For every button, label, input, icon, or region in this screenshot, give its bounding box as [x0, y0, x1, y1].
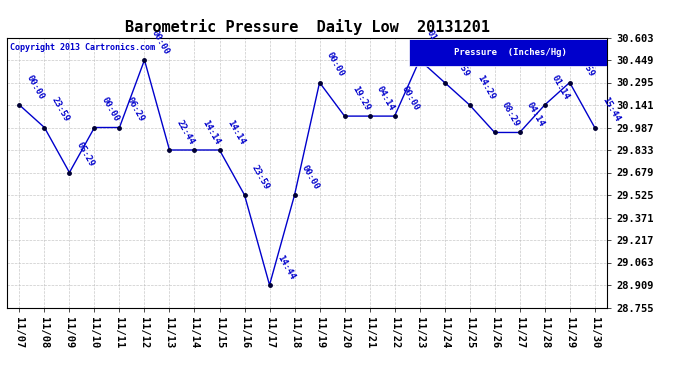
Text: 00:00: 00:00	[400, 84, 422, 112]
FancyBboxPatch shape	[409, 39, 607, 66]
Text: Copyright 2013 Cartronics.com: Copyright 2013 Cartronics.com	[10, 43, 155, 52]
Text: 00:00: 00:00	[25, 73, 46, 101]
Text: 23:59: 23:59	[50, 96, 71, 123]
Text: 14:14: 14:14	[225, 118, 246, 146]
Text: 01:14: 01:14	[550, 73, 571, 101]
Text: 08:29: 08:29	[500, 100, 522, 128]
Text: 00:00: 00:00	[325, 51, 346, 78]
Text: 23:59: 23:59	[250, 163, 271, 191]
Text: 15:44: 15:44	[600, 96, 622, 123]
Text: 14:44: 14:44	[275, 253, 296, 281]
Text: 04:14: 04:14	[375, 84, 396, 112]
Text: 01:14: 01:14	[425, 28, 446, 56]
Title: Barometric Pressure  Daily Low  20131201: Barometric Pressure Daily Low 20131201	[125, 19, 489, 35]
Text: 06:29: 06:29	[125, 96, 146, 123]
Text: 00:00: 00:00	[150, 28, 171, 56]
Text: Pressure  (Inches/Hg): Pressure (Inches/Hg)	[453, 48, 566, 57]
Text: 19:29: 19:29	[350, 84, 371, 112]
Text: 04:14: 04:14	[525, 100, 546, 128]
Text: 22:44: 22:44	[175, 118, 196, 146]
Text: 14:14: 14:14	[200, 118, 221, 146]
Text: 14:29: 14:29	[475, 73, 496, 101]
Text: 23:59: 23:59	[450, 51, 471, 78]
Text: 23:59: 23:59	[575, 51, 596, 78]
Text: 00:00: 00:00	[300, 163, 322, 191]
Text: 05:29: 05:29	[75, 141, 96, 168]
Text: 00:00: 00:00	[100, 96, 121, 123]
